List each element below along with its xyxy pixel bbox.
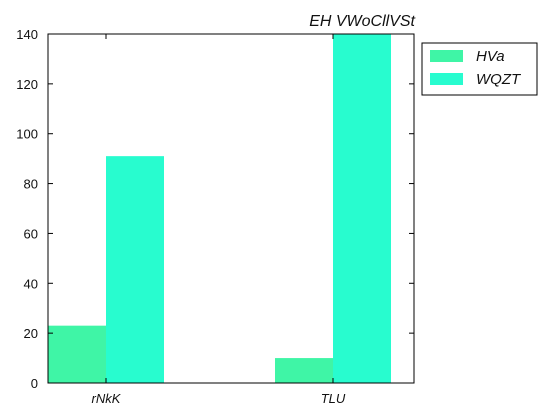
legend-label-hva: HVa [476, 48, 505, 65]
y-tick-label: 20 [24, 326, 38, 341]
y-tick-label: 100 [16, 127, 38, 142]
x-tick-label: rNkK [92, 391, 122, 406]
legend-label-wqzt: WQZT [476, 71, 522, 88]
plot-frame [47, 33, 415, 384]
legend-swatch-wqzt [430, 73, 463, 85]
bar-wqzt-tlu [333, 34, 391, 383]
bar-wqzt-rnkk [106, 156, 164, 383]
legend: HVa WQZT [421, 42, 538, 96]
y-tick-label: 0 [31, 376, 38, 391]
y-tick-label: 40 [24, 276, 38, 291]
bar-hva-rnkk [48, 325, 106, 383]
bars-layer [48, 34, 391, 383]
bar-hva-tlu [275, 358, 333, 383]
y-axis: 0 20 40 60 80 100 120 140 [16, 27, 414, 391]
chart-title: EH VWoCllVSt [309, 13, 415, 30]
y-tick-label: 120 [16, 77, 38, 92]
y-tick-label: 140 [16, 27, 38, 42]
x-axis: rNkK TLU [92, 34, 346, 406]
y-tick-label: 60 [24, 226, 38, 241]
legend-swatch-hva [430, 50, 463, 62]
x-tick-label: TLU [321, 391, 346, 406]
y-tick-label: 80 [24, 177, 38, 192]
